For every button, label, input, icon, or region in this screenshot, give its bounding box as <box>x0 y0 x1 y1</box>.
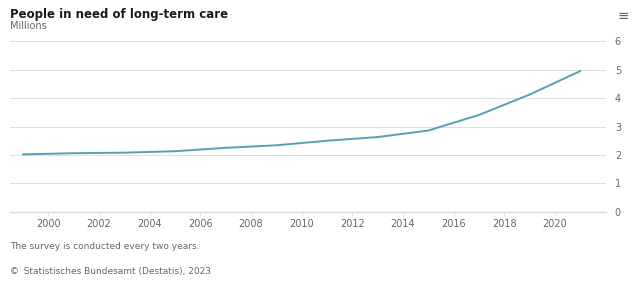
Text: Millions: Millions <box>10 21 47 31</box>
Text: ©  Statistisches Bundesamt (Destatis), 2023: © Statistisches Bundesamt (Destatis), 20… <box>10 267 211 275</box>
Text: ≡: ≡ <box>618 9 629 23</box>
Text: People in need of long-term care: People in need of long-term care <box>10 8 228 21</box>
Text: The survey is conducted every two years.: The survey is conducted every two years. <box>10 242 199 251</box>
